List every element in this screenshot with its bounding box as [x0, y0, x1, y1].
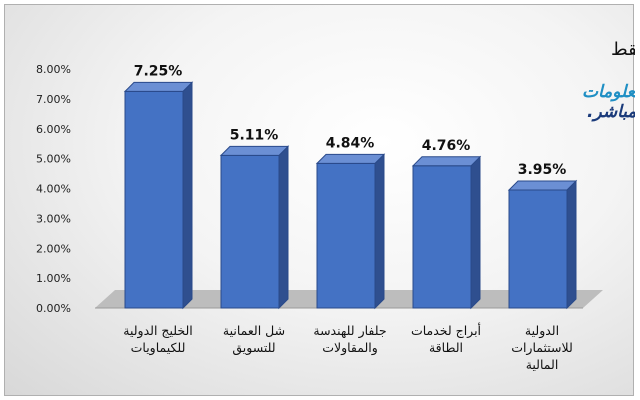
- data-label: 4.76%: [422, 138, 471, 154]
- bars: [123, 81, 578, 310]
- data-labels: 7.25% 5.11% 4.84% 4.76% 3.95%: [134, 63, 567, 178]
- x-tick-label: شل العمانية للتسويق: [223, 323, 285, 356]
- bar: [507, 179, 578, 310]
- bar-side: [470, 155, 481, 310]
- bar: [123, 81, 194, 310]
- y-tick-label: 0.00%: [36, 302, 71, 315]
- y-tick-label: 7.00%: [36, 93, 71, 106]
- bar: [315, 153, 386, 310]
- bar-top: [411, 156, 482, 167]
- data-label: 3.95%: [518, 162, 567, 178]
- y-tick-label: 3.00%: [36, 212, 71, 225]
- bar-top: [315, 153, 386, 164]
- y-axis: 0.00% 1.00% 2.00% 3.00% 4.00% 5.00% 6.00% 7.00%…: [36, 63, 71, 315]
- x-tick-label: الدولية للاستثمارات المالية: [511, 323, 573, 372]
- y-tick-label: 4.00%: [36, 183, 71, 196]
- bar-front: [316, 162, 376, 309]
- bar-front: [412, 165, 472, 309]
- bar-side: [374, 153, 385, 310]
- bar: [411, 155, 482, 310]
- data-label: 5.11%: [230, 127, 279, 143]
- bar-top: [219, 145, 290, 156]
- data-label: 4.84%: [326, 135, 375, 151]
- bar-front: [124, 90, 184, 309]
- y-tick-label: 1.00%: [36, 272, 71, 285]
- data-label: 7.25%: [134, 63, 183, 79]
- bar: [219, 145, 290, 310]
- chart-frame: أكثر 5 أسهم رابحة ببورصة مسقط معلومات مب…: [4, 4, 635, 396]
- y-tick-label: 8.00%: [36, 63, 71, 76]
- x-tick-label: جلفار للهندسة والمقاولات: [313, 323, 386, 356]
- bar-top: [123, 81, 194, 92]
- bar-side: [278, 145, 289, 310]
- x-tick-label: الخليج الدولية للكيماويات: [123, 323, 192, 356]
- chart: أكثر 5 أسهم رابحة ببورصة مسقط معلومات مب…: [36, 37, 635, 372]
- x-axis: الخليج الدولية للكيماويات شل العمانية للتسو…: [123, 322, 573, 372]
- bar-front: [508, 189, 568, 309]
- bar-top: [507, 180, 578, 191]
- chart-title: أكثر 5 أسهم رابحة ببورصة مسقط: [611, 37, 635, 60]
- bar-side: [182, 81, 193, 310]
- logo-line2: مباشر.: [587, 102, 635, 122]
- bar-front: [220, 154, 280, 309]
- y-tick-label: 6.00%: [36, 123, 71, 136]
- bar-side: [566, 179, 577, 310]
- x-tick-label: أبراج لخدمات الطاقة: [411, 322, 481, 355]
- logo-line1: معلومات: [582, 82, 635, 102]
- logo: معلومات مباشر.: [582, 82, 635, 122]
- y-tick-label: 5.00%: [36, 153, 71, 166]
- y-tick-label: 2.00%: [36, 242, 71, 255]
